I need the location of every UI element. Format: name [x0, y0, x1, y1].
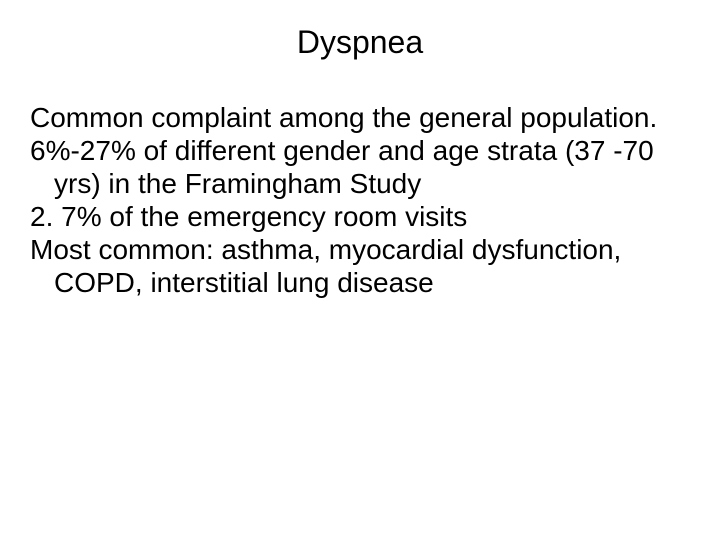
body-paragraph: Common complaint among the general popul…	[30, 101, 690, 134]
body-paragraph: Most common: asthma, myocardial dysfunct…	[30, 233, 690, 299]
body-paragraph: 2. 7% of the emergency room visits	[30, 200, 690, 233]
body-paragraph: 6%-27% of different gender and age strat…	[30, 134, 690, 200]
slide-title: Dyspnea	[30, 24, 690, 61]
slide-body: Common complaint among the general popul…	[30, 101, 690, 299]
slide: Dyspnea Common complaint among the gener…	[0, 0, 720, 540]
